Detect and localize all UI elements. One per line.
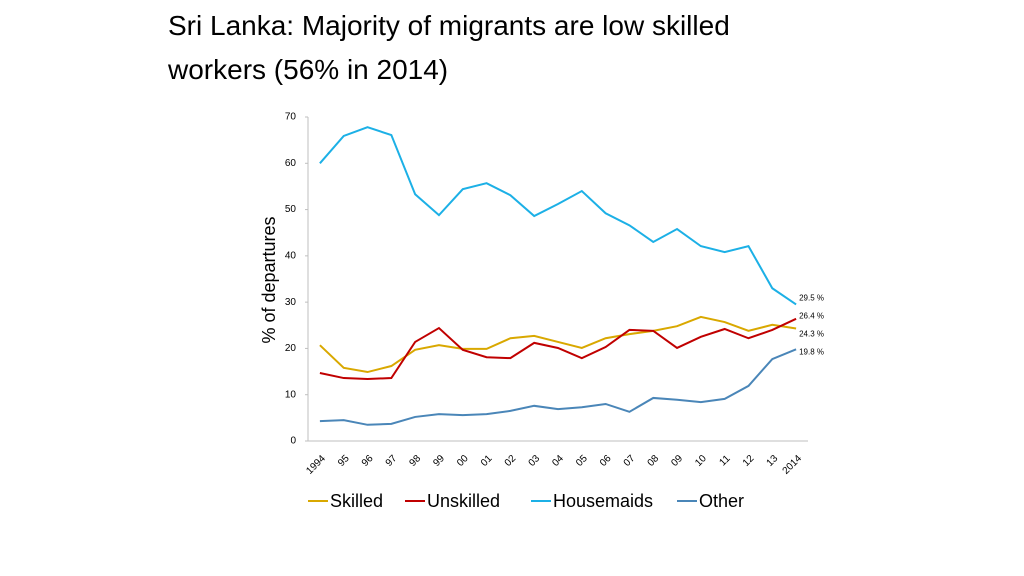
legend-label: Unskilled bbox=[427, 491, 500, 511]
value-label: 24.3 % bbox=[799, 330, 824, 339]
value-label: 26.4 % bbox=[799, 312, 824, 321]
chart-title: Sri Lanka: Majority of migrants are low … bbox=[168, 10, 730, 85]
x-tick-label: 03 bbox=[527, 453, 543, 469]
legend-label: Skilled bbox=[330, 491, 383, 511]
value-label: 29.5 % bbox=[799, 294, 824, 303]
x-tick-label: 99 bbox=[431, 453, 447, 469]
y-tick-label: 30 bbox=[285, 297, 297, 308]
x-tick-label: 02 bbox=[503, 453, 519, 469]
y-axis-label: % of departures bbox=[259, 216, 279, 343]
y-tick-label: 50 bbox=[285, 204, 297, 215]
y-tick-label: 20 bbox=[285, 343, 297, 354]
x-tick-label: 1994 bbox=[304, 453, 328, 477]
x-tick-label: 95 bbox=[336, 453, 352, 469]
value-label: 19.8 % bbox=[799, 348, 824, 357]
x-tick-label: 07 bbox=[622, 453, 638, 469]
y-tick-label: 60 bbox=[285, 158, 297, 169]
x-tick-label: 05 bbox=[574, 453, 590, 469]
y-tick-label: 40 bbox=[285, 250, 297, 261]
x-tick-label: 96 bbox=[360, 453, 376, 469]
series-line bbox=[319, 126, 797, 306]
legend-label: Housemaids bbox=[553, 491, 653, 511]
x-tick-label: 97 bbox=[384, 453, 400, 469]
y-tick-label: 10 bbox=[285, 389, 297, 400]
legend-label: Other bbox=[699, 491, 744, 511]
x-tick-label: 98 bbox=[407, 453, 423, 469]
x-tick-label: 06 bbox=[598, 453, 614, 469]
series-line bbox=[319, 317, 797, 380]
x-tick-label: 00 bbox=[455, 453, 471, 469]
x-tick-label: 13 bbox=[765, 453, 781, 469]
x-tick-label: 12 bbox=[741, 453, 757, 469]
series-line bbox=[319, 315, 797, 374]
x-tick-label: 2014 bbox=[781, 453, 805, 477]
x-tick-label: 04 bbox=[550, 453, 566, 469]
x-tick-label: 11 bbox=[718, 453, 733, 468]
x-tick-label: 10 bbox=[693, 453, 709, 469]
series-line bbox=[319, 348, 797, 426]
y-tick-label: 70 bbox=[285, 112, 297, 123]
y-tick-label: 0 bbox=[290, 436, 296, 447]
x-tick-label: 09 bbox=[669, 453, 685, 469]
x-tick-label: 08 bbox=[646, 453, 662, 469]
x-tick-label: 01 bbox=[479, 453, 495, 469]
